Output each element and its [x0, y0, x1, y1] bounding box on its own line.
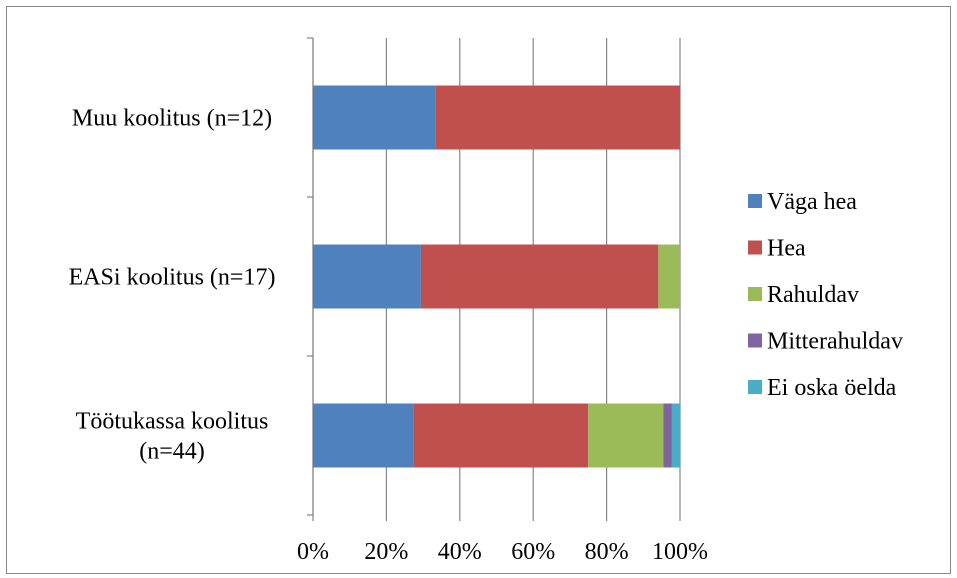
category-label: (n=44) [139, 439, 205, 465]
legend-label: Rahuldav [767, 282, 859, 308]
bar-segment-v-ga-hea [313, 403, 414, 468]
bar-segment-ei-oska-elda [671, 403, 681, 468]
bar-segment-mitterahuldav [663, 403, 672, 468]
value-axis-tick-label: 20% [364, 539, 408, 565]
stacked-bar-chart: Muu koolitus (n=12) EASi koolitus (n=17) T… [69, 37, 903, 565]
value-axis-tick-label: 40% [438, 539, 482, 565]
bar-segment-rahuldav [658, 244, 680, 309]
value-axis-tick-label: 0% [297, 539, 329, 565]
bar-segment-v-ga-hea [313, 85, 436, 150]
legend-swatch [748, 240, 762, 255]
value-axis-tick-label: 60% [511, 539, 555, 565]
legend-label: Ei oska öelda [767, 375, 897, 401]
bar-segment-hea [420, 244, 659, 309]
bar-segment-hea [413, 403, 589, 468]
bar-segment-rahuldav [588, 403, 664, 468]
category-label: Töötukassa koolitus [76, 409, 269, 435]
legend-label: Hea [767, 236, 806, 262]
bar-segment-hea [435, 85, 680, 150]
bar-segment-v-ga-hea [313, 244, 421, 309]
legend-swatch [748, 380, 762, 394]
category-label: EASi koolitus (n=17) [69, 265, 276, 291]
value-axis-tick-label: 80% [585, 539, 629, 565]
value-axis-tick-label: 100% [652, 539, 708, 565]
legend-swatch [748, 333, 762, 348]
legend-label: Väga hea [767, 189, 857, 215]
legend-swatch [748, 194, 762, 208]
legend-label: Mitterahuldav [767, 329, 903, 355]
legend-swatch [748, 287, 762, 301]
category-label: Muu koolitus (n=12) [72, 106, 272, 132]
chart-frame: Muu koolitus (n=12) EASi koolitus (n=17) T… [6, 6, 951, 574]
